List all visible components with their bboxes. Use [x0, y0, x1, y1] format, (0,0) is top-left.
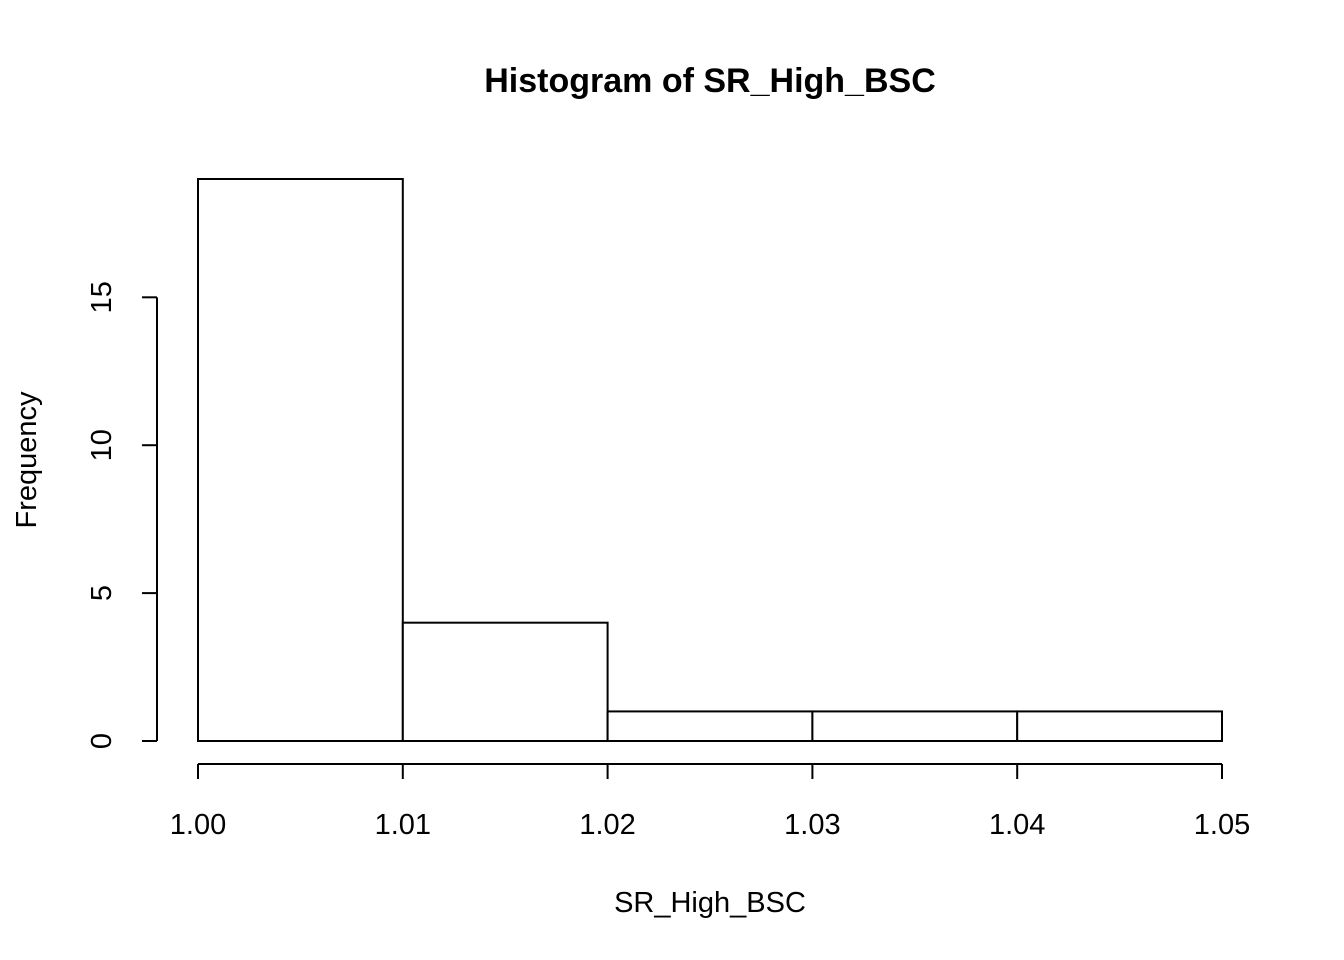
- x-tick-label-1.01: 1.01: [375, 809, 431, 841]
- x-axis: 1.00 1.01 1.02 1.03 1.04 1.05: [170, 763, 1250, 841]
- histogram-bar-1: [197, 178, 404, 742]
- chart-title: Histogram of SR_High_BSC: [484, 62, 936, 100]
- y-tick-label-0: 0: [86, 733, 118, 749]
- y-axis: 0 5 10 15: [86, 281, 158, 749]
- y-tick-label-5: 5: [86, 585, 118, 601]
- histogram-bar-2: [401, 621, 609, 742]
- x-tick-label-1.03: 1.03: [784, 809, 840, 841]
- x-tick-label-1.04: 1.04: [989, 809, 1045, 841]
- x-axis-label: SR_High_BSC: [614, 887, 806, 919]
- x-tick-label-1.00: 1.00: [170, 809, 226, 841]
- histogram-bar-3: [606, 710, 814, 743]
- histogram-bar-5: [1016, 710, 1224, 743]
- x-tick-label-1.05: 1.05: [1194, 809, 1250, 841]
- x-tick-label-1.02: 1.02: [579, 809, 635, 841]
- histogram-bar-4: [811, 710, 1019, 743]
- y-tick-label-15: 15: [86, 281, 118, 313]
- y-axis-label: Frequency: [11, 391, 43, 529]
- histogram-bars: [197, 178, 1224, 743]
- y-tick-label-10: 10: [86, 429, 118, 461]
